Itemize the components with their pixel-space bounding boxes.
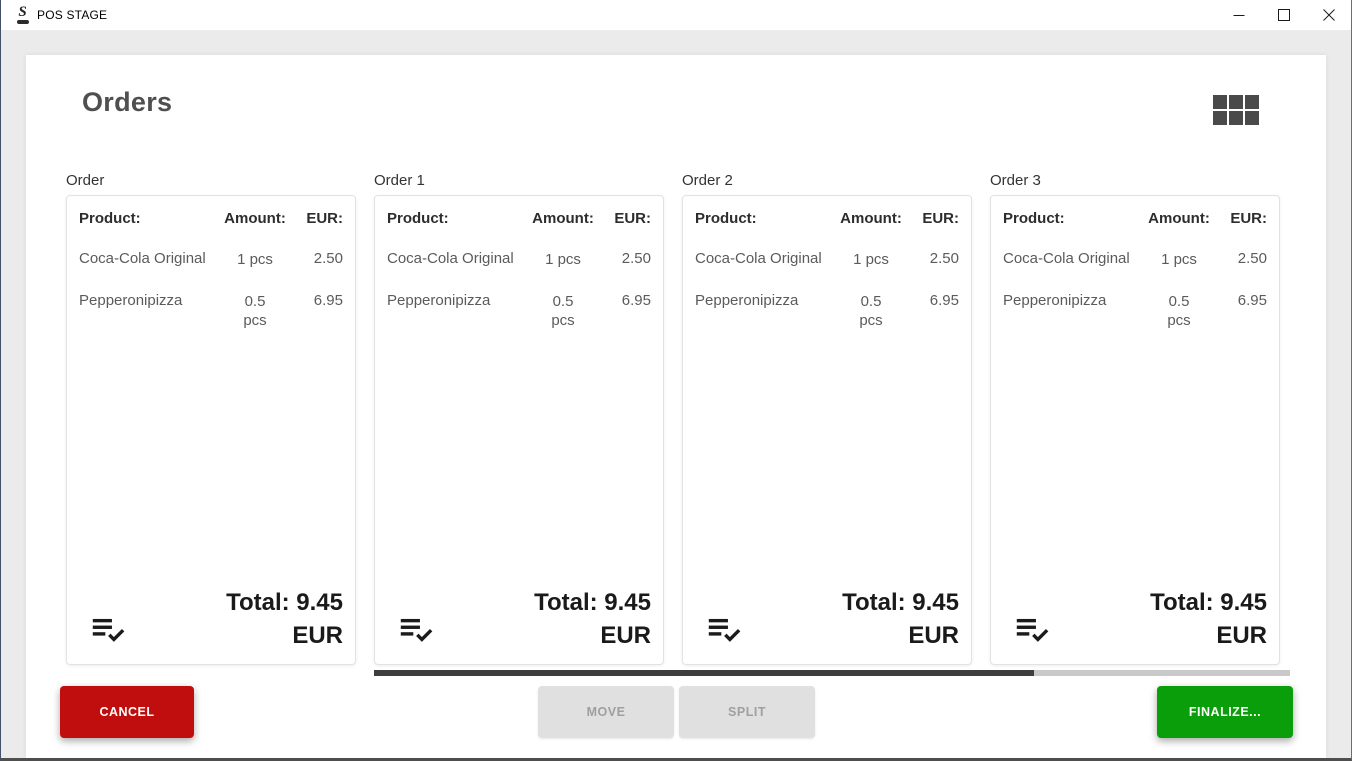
item-product: Coca-Cola Original bbox=[695, 250, 822, 267]
column-header-amount: Amount: bbox=[224, 210, 286, 227]
column-header-product: Product: bbox=[1003, 210, 1065, 227]
item-price: 6.95 bbox=[1237, 292, 1267, 310]
maximize-button[interactable] bbox=[1261, 0, 1306, 30]
grid-view-icon[interactable] bbox=[1213, 95, 1259, 125]
cancel-button[interactable]: CANCEL bbox=[60, 686, 194, 738]
titlebar: S POS STAGE bbox=[1, 0, 1351, 30]
item-amount: 0.5 pcs bbox=[551, 293, 575, 330]
order-item-row: Pepperonipizza 0.5 pcs 6.95 bbox=[695, 292, 959, 330]
column-header-amount: Amount: bbox=[532, 210, 594, 227]
column-header-product: Product: bbox=[79, 210, 141, 227]
order-item-row: Pepperonipizza 0.5 pcs 6.95 bbox=[387, 292, 651, 330]
item-price: 6.95 bbox=[929, 292, 959, 310]
order-label: Order bbox=[66, 172, 105, 189]
scrollbar-thumb[interactable] bbox=[374, 670, 1034, 676]
item-amount: 1 pcs bbox=[545, 251, 581, 268]
item-product: Coca-Cola Original bbox=[79, 250, 206, 267]
orders-horizontal-scrollbar[interactable] bbox=[374, 670, 1290, 676]
item-amount: 0.5 pcs bbox=[1167, 293, 1191, 330]
orders-list: Order Product: Amount: EUR: Coca-Cola Or… bbox=[66, 172, 1280, 665]
item-price: 6.95 bbox=[621, 292, 651, 310]
split-button[interactable]: SPLIT bbox=[679, 686, 815, 738]
item-price: 6.95 bbox=[313, 292, 343, 310]
order-card[interactable]: Product: Amount: EUR: Coca-Cola Original… bbox=[374, 195, 664, 665]
order-table-header: Product: Amount: EUR: bbox=[1003, 210, 1267, 227]
order-total: Total: 9.45 EUR bbox=[534, 589, 651, 649]
minimize-button[interactable] bbox=[1216, 0, 1261, 30]
order-item-row: Coca-Cola Original 1 pcs 2.50 bbox=[1003, 250, 1267, 269]
order-label: Order 3 bbox=[990, 172, 1041, 189]
main-panel: Orders Order Product: Amount: EUR: Coca-… bbox=[26, 55, 1326, 758]
item-amount: 1 pcs bbox=[1161, 251, 1197, 268]
order-card[interactable]: Product: Amount: EUR: Coca-Cola Original… bbox=[682, 195, 972, 665]
item-amount: 1 pcs bbox=[853, 251, 889, 268]
item-price: 2.50 bbox=[929, 250, 959, 267]
column-header-eur: EUR: bbox=[306, 210, 343, 227]
order-card-group: Order 1 Product: Amount: EUR: Coca-Cola … bbox=[374, 172, 664, 665]
window-title: POS STAGE bbox=[37, 8, 108, 22]
column-header-eur: EUR: bbox=[1230, 210, 1267, 227]
checklist-check-icon bbox=[1015, 616, 1051, 644]
order-label: Order 2 bbox=[682, 172, 733, 189]
order-table-header: Product: Amount: EUR: bbox=[79, 210, 343, 227]
item-product: Pepperonipizza bbox=[79, 292, 183, 310]
order-card[interactable]: Product: Amount: EUR: Coca-Cola Original… bbox=[66, 195, 356, 665]
move-button[interactable]: MOVE bbox=[538, 686, 674, 738]
item-product: Pepperonipizza bbox=[387, 292, 491, 310]
item-price: 2.50 bbox=[621, 250, 651, 267]
page-title: Orders bbox=[82, 87, 173, 117]
order-total: Total: 9.45 EUR bbox=[226, 589, 343, 649]
item-amount: 1 pcs bbox=[237, 251, 273, 268]
order-item-row: Coca-Cola Original 1 pcs 2.50 bbox=[387, 250, 651, 269]
item-price: 2.50 bbox=[1237, 250, 1267, 267]
column-header-eur: EUR: bbox=[614, 210, 651, 227]
item-product: Pepperonipizza bbox=[1003, 292, 1107, 310]
item-price: 2.50 bbox=[313, 250, 343, 267]
order-label: Order 1 bbox=[374, 172, 425, 189]
checklist-check-icon bbox=[91, 616, 127, 644]
order-card[interactable]: Product: Amount: EUR: Coca-Cola Original… bbox=[990, 195, 1280, 665]
order-item-row: Coca-Cola Original 1 pcs 2.50 bbox=[695, 250, 959, 269]
order-total: Total: 9.45 EUR bbox=[842, 589, 959, 649]
item-product: Coca-Cola Original bbox=[1003, 250, 1130, 267]
order-card-group: Order Product: Amount: EUR: Coca-Cola Or… bbox=[66, 172, 356, 665]
finalize-button[interactable]: FINALIZE... bbox=[1157, 686, 1293, 738]
order-item-row: Pepperonipizza 0.5 pcs 6.95 bbox=[1003, 292, 1267, 330]
item-product: Coca-Cola Original bbox=[387, 250, 514, 267]
column-header-product: Product: bbox=[695, 210, 757, 227]
column-header-eur: EUR: bbox=[922, 210, 959, 227]
order-total: Total: 9.45 EUR bbox=[1150, 589, 1267, 649]
order-table-header: Product: Amount: EUR: bbox=[387, 210, 651, 227]
order-table-header: Product: Amount: EUR: bbox=[695, 210, 959, 227]
column-header-product: Product: bbox=[387, 210, 449, 227]
order-card-group: Order 3 Product: Amount: EUR: Coca-Cola … bbox=[990, 172, 1280, 665]
item-amount: 0.5 pcs bbox=[243, 293, 267, 330]
app-logo-icon: S bbox=[14, 4, 31, 25]
item-amount: 0.5 pcs bbox=[859, 293, 883, 330]
close-button[interactable] bbox=[1306, 0, 1351, 30]
item-product: Pepperonipizza bbox=[695, 292, 799, 310]
order-card-group: Order 2 Product: Amount: EUR: Coca-Cola … bbox=[682, 172, 972, 665]
order-item-row: Coca-Cola Original 1 pcs 2.50 bbox=[79, 250, 343, 269]
checklist-check-icon bbox=[707, 616, 743, 644]
column-header-amount: Amount: bbox=[1148, 210, 1210, 227]
column-header-amount: Amount: bbox=[840, 210, 902, 227]
checklist-check-icon bbox=[399, 616, 435, 644]
order-item-row: Pepperonipizza 0.5 pcs 6.95 bbox=[79, 292, 343, 330]
